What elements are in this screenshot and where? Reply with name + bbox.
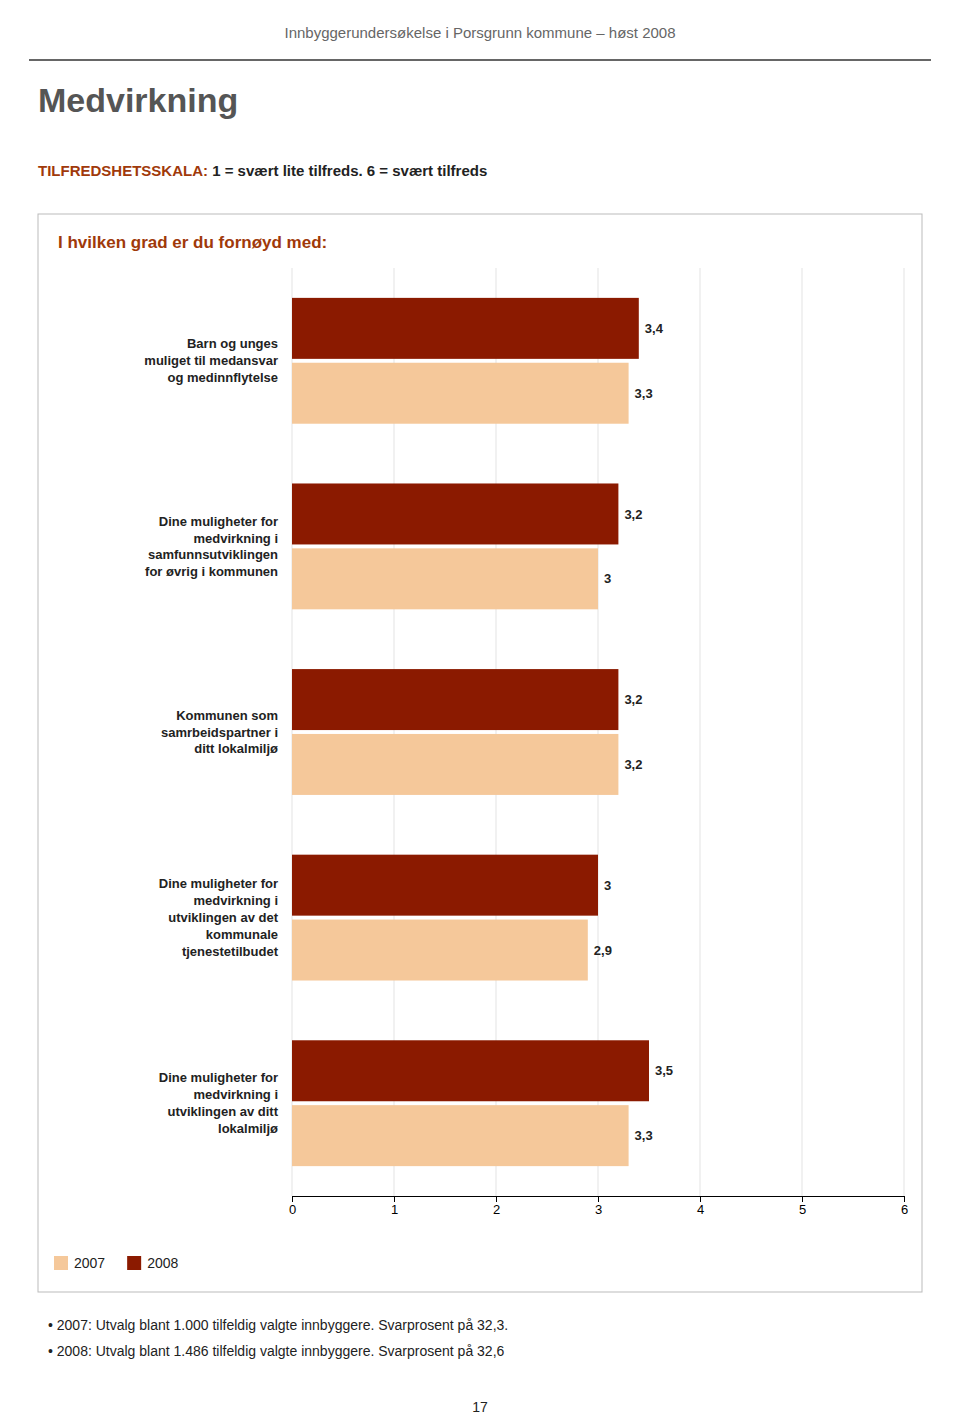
bar: [292, 363, 629, 424]
x-tick-label: 6: [901, 1202, 908, 1217]
grid-line: [904, 268, 905, 1196]
category-label: Dine muligheter formedvirkning isamfunns…: [145, 514, 278, 580]
legend-swatch: [127, 1256, 141, 1270]
bar: [292, 483, 618, 544]
category-label: Barn og ungesmuliget til medansvarog med…: [144, 336, 278, 385]
grid: [292, 268, 904, 1196]
scale-description: 1 = svært lite tilfreds. 6 = svært tilfr…: [208, 162, 487, 179]
category-labels: Barn og ungesmuliget til medansvarog med…: [144, 336, 278, 1136]
x-axis: 0 1 2 3 4 5 6: [289, 1196, 908, 1217]
x-tick-mark: [394, 1196, 395, 1202]
x-tick: 4: [697, 1196, 704, 1217]
x-tick: 3: [595, 1196, 602, 1217]
header-rule: [29, 59, 931, 61]
data-label: 3: [604, 878, 611, 893]
x-tick: 1: [391, 1196, 398, 1217]
x-axis-line: [293, 1197, 905, 1203]
x-tick-mark: [700, 1196, 701, 1202]
data-labels: 3,3 3 3,2 2,9 3,3 3,4 3,2 3,2 3 3,5: [594, 321, 673, 1143]
subtitle: I hvilken grad er du fornøyd med:: [58, 233, 327, 252]
data-label: 3,4: [645, 321, 664, 336]
x-tick-mark: [598, 1196, 599, 1202]
x-tick-mark: [292, 1196, 293, 1202]
bar: [292, 298, 639, 359]
grid-line: [700, 268, 701, 1196]
category-label: Dine muligheter formedvirkning iutviklin…: [159, 876, 279, 959]
legend: 2007 2008: [54, 1255, 179, 1271]
footnote: • 2008: Utvalg blant 1.486 tilfeldig val…: [48, 1343, 505, 1359]
bar: [292, 1105, 629, 1166]
bar: [292, 669, 618, 730]
scale-label: TILFREDSHETSSKALA:: [38, 162, 208, 179]
x-tick: 6: [901, 1196, 908, 1217]
x-tick-mark: [496, 1196, 497, 1202]
bar: [292, 855, 598, 916]
bar: [292, 734, 618, 795]
x-tick-label: 0: [289, 1202, 296, 1217]
data-label: 3,3: [635, 1128, 653, 1143]
data-label: 3,2: [624, 757, 642, 772]
legend-swatch: [54, 1256, 68, 1270]
x-tick-label: 5: [799, 1202, 806, 1217]
x-tick-mark: [904, 1196, 905, 1202]
x-tick-label: 1: [391, 1202, 398, 1217]
title: Medvirkning: [38, 81, 238, 119]
x-tick-label: 3: [595, 1202, 602, 1217]
legend-label: 2008: [147, 1255, 178, 1271]
x-tick-label: 2: [493, 1202, 500, 1217]
plot: 3,3 3 3,2 2,9 3,3 3,4 3,2 3,2 3 3,5 0 1 2 3 4 5 6 Barn og…: [144, 268, 908, 1217]
x-tick-mark: [802, 1196, 803, 1202]
bar: [292, 920, 588, 981]
bar: [292, 548, 598, 609]
data-label: 3,5: [655, 1063, 673, 1078]
x-tick-label: 4: [697, 1202, 704, 1217]
scale-text: TILFREDSHETSSKALA: 1 = svært lite tilfre…: [38, 162, 487, 179]
grid-line: [802, 268, 803, 1196]
legend-label: 2007: [74, 1255, 105, 1271]
data-label: 3,2: [624, 507, 642, 522]
page-number: 17: [472, 1399, 488, 1415]
box: [38, 214, 922, 1292]
x-tick: 5: [799, 1196, 806, 1217]
data-label: 3,2: [624, 692, 642, 707]
page-header: Innbyggerundersøkelse i Porsgrunn kommun…: [284, 24, 675, 41]
footnote: • 2007: Utvalg blant 1.000 tilfeldig val…: [48, 1317, 508, 1333]
x-tick: 2: [493, 1196, 500, 1217]
data-label: 3,3: [635, 386, 653, 401]
bar: [292, 1040, 649, 1101]
chart-svg: Innbyggerundersøkelse i Porsgrunn kommun…: [0, 0, 960, 1428]
bars: [292, 298, 649, 1166]
data-label: 2,9: [594, 943, 612, 958]
x-tick: 0: [289, 1196, 296, 1217]
data-label: 3: [604, 571, 611, 586]
category-label: Dine muligheter formedvirkning iutviklin…: [159, 1070, 279, 1136]
category-label: Kommunen somsamrbeidspartner iditt lokal…: [161, 708, 278, 757]
